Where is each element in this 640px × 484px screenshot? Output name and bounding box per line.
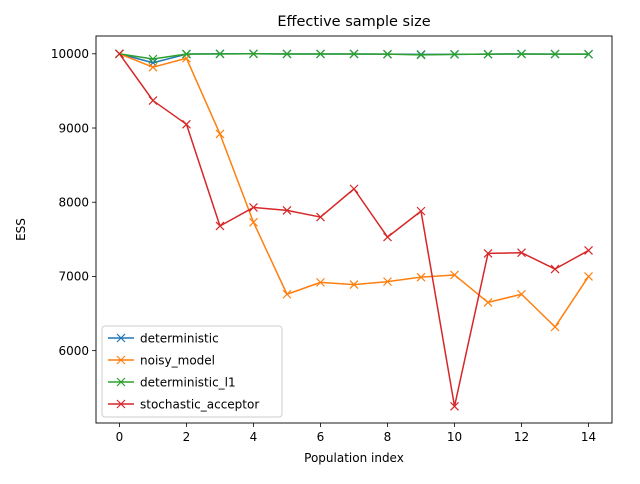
data-point-marker	[349, 184, 359, 194]
data-point-marker	[148, 62, 158, 72]
data-point-marker	[282, 49, 292, 59]
data-point-marker	[182, 119, 191, 129]
data-point-marker	[550, 264, 560, 274]
data-point-marker	[282, 289, 292, 299]
x-tick-label: 8	[384, 430, 392, 444]
data-point-marker	[182, 53, 191, 63]
series-layer	[115, 49, 593, 411]
legend-marker	[116, 377, 126, 387]
data-point-marker	[182, 49, 191, 59]
legend-box	[101, 325, 283, 418]
data-point-marker	[416, 50, 426, 60]
data-point-marker	[249, 49, 258, 59]
x-axis-ticks: 0 2 4 6 8 10 12 14	[116, 423, 596, 444]
data-point-marker	[215, 129, 225, 139]
x-tick-label: 14	[581, 430, 596, 444]
legend-label: stochastic_acceptor	[140, 397, 259, 411]
data-point-marker	[483, 249, 493, 258]
data-point-marker	[416, 206, 426, 216]
data-point-marker	[215, 221, 225, 231]
data-point-marker	[517, 289, 526, 299]
data-point-marker	[249, 217, 258, 227]
data-point-marker	[249, 202, 258, 212]
legend-marker	[116, 399, 126, 409]
data-point-marker	[316, 212, 325, 222]
axes-frame	[95, 35, 613, 424]
data-point-marker	[148, 54, 158, 64]
data-point-marker	[316, 49, 325, 59]
data-point-marker	[517, 248, 526, 258]
data-point-marker	[316, 277, 325, 287]
legend-item: noisy_model	[108, 353, 215, 367]
y-tick-label: 6000	[58, 344, 89, 358]
data-point-marker	[349, 49, 359, 59]
x-tick-label: 4	[250, 430, 258, 444]
data-point-marker	[517, 49, 526, 59]
data-point-marker	[450, 270, 459, 280]
x-tick-label: 10	[447, 430, 462, 444]
data-point-marker	[282, 205, 292, 215]
x-tick-label: 2	[183, 430, 191, 444]
series-noisy-model	[115, 49, 593, 332]
legend: deterministic noisy_model deterministic_l1…	[101, 325, 283, 418]
legend-label: noisy_model	[140, 353, 215, 367]
legend-marker	[116, 333, 126, 343]
data-point-marker	[416, 272, 426, 282]
data-point-marker	[483, 297, 493, 307]
legend-item: deterministic	[108, 331, 219, 345]
series-stochastic-acceptor	[115, 49, 593, 411]
y-tick-label: 10000	[51, 47, 89, 61]
data-point-marker	[483, 49, 493, 59]
data-point-marker	[584, 49, 593, 59]
legend-item: stochastic_acceptor	[108, 397, 259, 411]
y-axis-label: ESS	[14, 218, 28, 241]
data-point-marker	[148, 96, 158, 105]
data-point-marker	[450, 401, 459, 411]
data-point-marker	[383, 232, 392, 242]
data-point-marker	[215, 49, 225, 59]
data-point-marker	[450, 49, 459, 59]
data-point-marker	[115, 49, 124, 59]
data-point-marker	[383, 277, 392, 287]
x-tick-label: 6	[317, 430, 325, 444]
data-point-marker	[584, 246, 593, 255]
y-tick-label: 9000	[58, 121, 89, 135]
legend-label: deterministic_l1	[140, 375, 236, 389]
y-axis-ticks: 6000 7000 8000 9000 10000	[51, 47, 96, 358]
legend-label: deterministic	[140, 331, 219, 345]
x-tick-label: 0	[116, 430, 124, 444]
y-tick-label: 8000	[58, 196, 89, 210]
data-point-marker	[383, 49, 392, 59]
x-tick-label: 12	[514, 430, 529, 444]
chart-title: Effective sample size	[277, 14, 430, 30]
x-axis-label: Population index	[304, 451, 404, 465]
y-tick-label: 7000	[58, 270, 89, 284]
data-point-marker	[584, 272, 593, 281]
data-point-marker	[550, 322, 560, 332]
legend-marker	[116, 355, 126, 365]
data-point-marker	[550, 49, 560, 59]
data-point-marker	[349, 280, 359, 290]
legend-item: deterministic_l1	[108, 375, 236, 389]
